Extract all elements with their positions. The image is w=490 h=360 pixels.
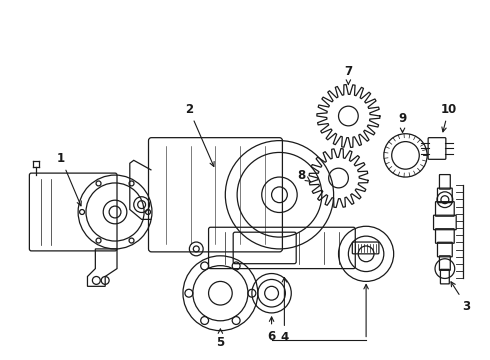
Text: 3: 3 [451, 282, 470, 312]
Text: 2: 2 [185, 103, 214, 166]
Text: 8: 8 [297, 168, 310, 181]
Text: 1: 1 [57, 152, 81, 206]
Text: 6: 6 [268, 317, 276, 342]
Text: 9: 9 [398, 112, 407, 132]
Text: 5: 5 [216, 329, 224, 349]
Text: 7: 7 [344, 65, 352, 84]
Text: 10: 10 [441, 103, 457, 132]
Text: 4: 4 [280, 278, 289, 344]
